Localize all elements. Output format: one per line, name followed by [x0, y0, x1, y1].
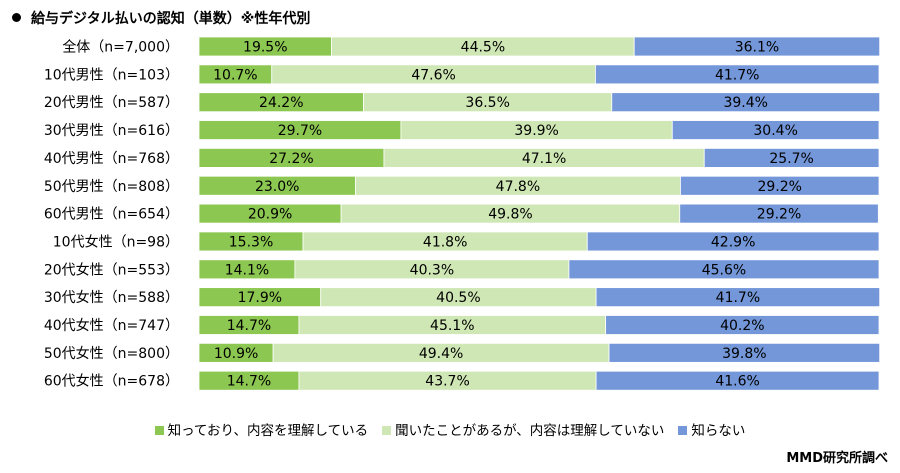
- bar-segment-series-2: [611, 92, 881, 113]
- bar-segment-series-2: [679, 203, 879, 224]
- legend-item-series-0: 知っており、内容を理解している: [154, 419, 369, 439]
- data-label: 14.7%: [227, 374, 271, 390]
- data-label: 41.7%: [716, 290, 760, 306]
- data-label: 41.8%: [423, 234, 467, 250]
- data-label: 30.4%: [753, 123, 797, 139]
- category-label: 30代女性（n=588）: [44, 289, 179, 306]
- data-label: 14.1%: [225, 262, 269, 278]
- data-label: 47.8%: [496, 179, 540, 195]
- data-label: 20.9%: [248, 207, 292, 223]
- source-note: MMD研究所調べ: [786, 451, 888, 466]
- category-label: 60代男性（n=654）: [44, 207, 179, 223]
- data-label: 45.6%: [702, 262, 746, 278]
- legend-item-series-1: 聞いたことがあるが、内容は理解していない: [382, 419, 664, 439]
- chart-title: 給与デジタル払いの認知（単数）※性年代別: [12, 8, 310, 28]
- data-label: 47.6%: [411, 67, 455, 83]
- data-label: 39.8%: [722, 346, 766, 362]
- category-label: 20代男性（n=587）: [44, 95, 179, 111]
- data-label: 49.4%: [419, 346, 463, 362]
- category-label: 50代女性（n=800）: [44, 345, 179, 362]
- data-label: 15.3%: [229, 234, 273, 250]
- data-label: 36.5%: [465, 95, 509, 111]
- data-label: 29.2%: [757, 179, 801, 195]
- legend-item-series-2: 知らない: [678, 419, 745, 439]
- data-label: 23.0%: [255, 179, 299, 195]
- bar-segment-series-2: [671, 120, 880, 140]
- category-label: 40代男性（n=768）: [44, 151, 179, 167]
- bar-segment-series-2: [595, 370, 880, 391]
- bar-segment-series-2: [703, 147, 880, 168]
- data-label: 42.9%: [711, 234, 755, 250]
- category-label: 40代女性（n=747）: [44, 317, 179, 334]
- legend-label: 知っており、内容を理解している: [167, 423, 369, 439]
- bar-segment-series-2: [633, 36, 881, 57]
- category-label: 10代女性（n=98）: [53, 233, 179, 250]
- legend-label: 知らない: [691, 423, 746, 439]
- data-label: 17.9%: [238, 290, 282, 306]
- data-label: 19.5%: [243, 40, 287, 56]
- bar-segment-series-2: [608, 342, 881, 363]
- data-label: 10.9%: [214, 346, 258, 362]
- data-label: 41.6%: [715, 374, 759, 390]
- bar-segment-series-2: [595, 287, 881, 308]
- category-label: 50代男性（n=808）: [44, 179, 179, 195]
- bar-segment-series-2: [595, 64, 880, 85]
- data-label: 10.7%: [213, 67, 257, 83]
- title-bullet-icon: [12, 13, 21, 22]
- data-label: 49.8%: [488, 207, 532, 223]
- category-label: 20代女性（n=553）: [44, 261, 179, 278]
- data-label: 41.7%: [715, 67, 759, 83]
- data-label: 29.7%: [278, 123, 322, 139]
- data-label: 14.7%: [227, 318, 271, 334]
- data-label: 27.2%: [269, 151, 313, 167]
- bar-segment-series-2: [568, 259, 880, 280]
- data-label: 39.9%: [514, 123, 558, 139]
- category-label: 60代女性（n=678）: [44, 373, 179, 390]
- data-label: 47.1%: [522, 151, 566, 167]
- data-label: 29.2%: [757, 207, 801, 223]
- bar-segment-series-2: [586, 231, 880, 252]
- chart-legend: 知っており、内容を理解している 聞いたことがあるが、内容は理解していない 知らない: [0, 419, 900, 439]
- data-label: 40.3%: [410, 262, 454, 278]
- bar-segment-series-2: [680, 175, 880, 196]
- legend-swatch-icon: [382, 426, 392, 435]
- legend-swatch-icon: [678, 426, 688, 435]
- legend-label: 聞いたことがあるが、内容は理解していない: [395, 423, 665, 439]
- data-label: 24.2%: [259, 95, 303, 111]
- category-label: 10代男性（n=103）: [44, 67, 179, 83]
- legend-swatch-icon: [154, 426, 164, 435]
- data-label: 25.7%: [769, 151, 813, 167]
- category-label: 全体（n=7,000）: [62, 39, 179, 56]
- bar-segment-series-2: [605, 315, 880, 335]
- data-label: 40.5%: [436, 290, 480, 306]
- category-label: 30代男性（n=616）: [44, 123, 179, 139]
- data-label: 40.2%: [720, 318, 764, 334]
- data-label: 44.5%: [461, 40, 505, 56]
- data-label: 45.1%: [430, 318, 474, 334]
- chart-title-text: 給与デジタル払いの認知（単数）※性年代別: [31, 11, 311, 27]
- stacked-bar-chart: 全体（n=7,000） 19.5% 44.5% 36.1% 10代男性（n=103） 10…: [44, 36, 881, 391]
- data-label: 43.7%: [425, 374, 469, 390]
- data-label: 39.4%: [723, 95, 767, 111]
- data-label: 36.1%: [735, 40, 779, 56]
